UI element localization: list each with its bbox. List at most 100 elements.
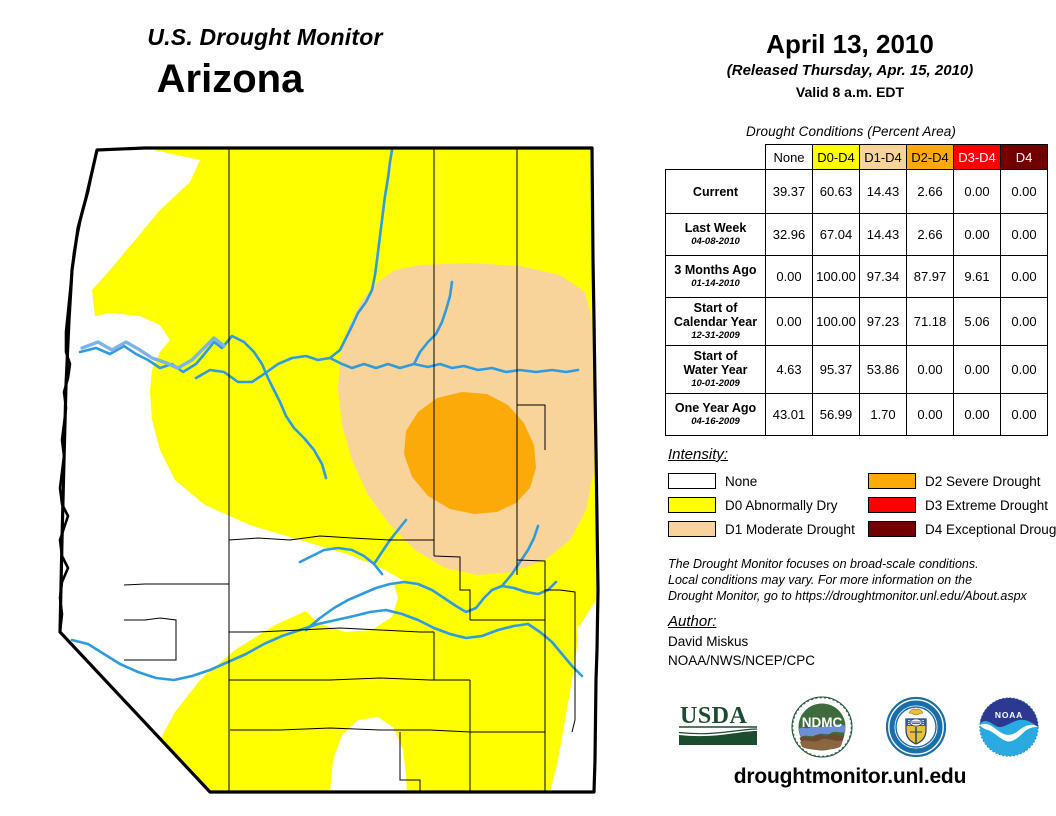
map-title-state: Arizona [156, 57, 304, 101]
map-title-program: U.S. Drought Monitor [147, 24, 383, 50]
map-county-boundaries [123, 148, 576, 792]
author-name: David Miskus [668, 634, 749, 649]
intensity-legend-title: Intensity: [668, 446, 729, 463]
table-cell-d0-d4: 60.63 [812, 169, 860, 214]
table-caption: Drought Conditions (Percent Area) [746, 124, 956, 139]
table-cell-d0-d4: 56.99 [812, 393, 860, 436]
legend-swatch-d2 [868, 473, 916, 489]
table-cell-d4: 0.00 [1000, 255, 1048, 298]
table-cell-d2-d4: 2.66 [906, 169, 954, 214]
legend-label-d1: D1 Moderate Drought [725, 521, 855, 537]
date-block: April 13, 2010 (Released Thursday, Apr. … [650, 28, 1050, 102]
county-line-lapaz-north [123, 583, 229, 586]
river-colorado-lakemead [80, 336, 226, 370]
commerce-logo [885, 696, 946, 758]
table-row: 3 Months Ago 01-14-2010 0.00 100.00 97.34 87.… [665, 255, 1048, 298]
table-row-label-line: One Year Ago [674, 401, 757, 415]
site-url[interactable]: droughtmonitor.unl.edu [733, 765, 967, 788]
table-row-label-line: Current [692, 184, 739, 199]
disclaimer-line-1: The Drought Monitor focuses on broad-sca… [668, 557, 979, 571]
intensity-legend: Intensity: None D2 Severe Drought D0 Abnor… [668, 446, 1056, 541]
table-row-label-line: Calendar Year [673, 315, 758, 329]
river-little-colorado-branch2 [412, 280, 454, 366]
table-cell-d2-d4: 87.97 [906, 255, 954, 298]
table-cell-d0-d4: 100.00 [812, 255, 860, 298]
release-date: (Released Thursday, Apr. 15, 2010) [726, 62, 974, 79]
table-cell-none: 43.01 [765, 393, 813, 436]
valid-time: Valid 8 a.m. EDT [795, 84, 905, 100]
table-row-label-line: Start of [693, 301, 738, 315]
table-row-label: Start of Water Year 10-01-2009 [665, 345, 766, 394]
table-row-label: One Year Ago 04-16-2009 [665, 393, 766, 436]
county-line-gila-navajo [433, 555, 471, 620]
river-salt [304, 580, 558, 632]
table-row-label: Start of Calendar Year 12-31-2009 [665, 297, 766, 346]
table-cell-d1-d4: 97.23 [859, 297, 907, 346]
table-cell-d0-d4: 67.04 [812, 213, 860, 256]
table-cell-none: 39.37 [765, 169, 813, 214]
river-colorado [78, 334, 328, 480]
table-cell-d1-d4: 97.34 [859, 255, 907, 298]
legend-item-d2[interactable]: D2 Severe Drought [868, 469, 1056, 493]
river-little-colorado-branch [328, 356, 580, 374]
county-line-graham-greenlee [545, 589, 576, 733]
table-row-date: 10-01-2009 [691, 378, 740, 389]
table-row-date: 04-16-2009 [691, 416, 740, 427]
column-header-d3-d4: D3-D4 [953, 144, 1001, 170]
river-verde [298, 546, 384, 576]
drought-hole-south-none [330, 717, 407, 792]
table-header: None D0-D4 D1-D4 D2-D4 D3-D4 D4 [666, 144, 1048, 170]
legend-item-d0[interactable]: D0 Abnormally Dry [668, 493, 868, 517]
map-drought-layers [60, 148, 598, 792]
table-cell-d0-d4: 95.37 [812, 345, 860, 394]
table-row-label: Last Week 04-08-2010 [665, 213, 766, 256]
legend-swatch-d3 [868, 497, 916, 513]
table-cell-d4: 0.00 [1000, 297, 1048, 346]
legend-item-d4[interactable]: D4 Exceptional Drought [868, 517, 1056, 541]
table-cell-d2-d4: 71.18 [906, 297, 954, 346]
usda-logo: USDA [678, 703, 757, 745]
table-row: Last Week 04-08-2010 32.96 67.04 14.43 2.66 0.… [665, 213, 1048, 256]
noaa-logo: NOAA [979, 697, 1040, 757]
table-cell-none: 0.00 [765, 255, 813, 298]
table-cell-d4: 0.00 [1000, 169, 1048, 214]
county-line-yavapai-maricopa [229, 627, 434, 633]
legend-swatch-d0 [668, 497, 716, 513]
author-label: Author: [668, 613, 717, 630]
legend-item-none[interactable]: None [668, 469, 868, 493]
legend-swatch-none [668, 473, 716, 489]
intensity-legend-grid: None D2 Severe Drought D0 Abnormally Dry D3… [668, 469, 1056, 541]
table-row-date: 01-14-2010 [691, 278, 740, 289]
table-cell-d3-d4: 0.00 [953, 169, 1001, 214]
river-little-colorado [194, 148, 394, 384]
table-cell-d0-d4: 100.00 [812, 297, 860, 346]
table-cell-d3-d4: 0.00 [953, 213, 1001, 256]
table-cell-none: 0.00 [765, 297, 813, 346]
legend-label-d0: D0 Abnormally Dry [725, 497, 838, 513]
legend-label-none: None [725, 473, 758, 489]
table-corner-cell [666, 145, 766, 170]
table-cell-none: 32.96 [765, 213, 813, 256]
table-cell-d4: 0.00 [1000, 393, 1048, 436]
legend-label-d3: D3 Extreme Drought [925, 497, 1049, 513]
table-row-label-line: Start of [693, 349, 738, 363]
noaa-logo-text: NOAA [995, 710, 1023, 720]
map-panel: U.S. Drought Monitor Arizona [0, 24, 650, 810]
table-header-row: None D0-D4 D1-D4 D2-D4 D3-D4 D4 [666, 144, 1048, 170]
county-line-pinal-pima [230, 727, 545, 733]
legend-label-d2: D2 Severe Drought [925, 473, 1041, 489]
legend-item-d3[interactable]: D3 Extreme Drought [868, 493, 1056, 517]
table-cell-d3-d4: 9.61 [953, 255, 1001, 298]
author-block: Author: David Miskus NOAA/NWS/NCEP/CPC [668, 612, 968, 670]
arizona-drought-map[interactable] [0, 120, 650, 810]
table-cell-d3-d4: 0.00 [953, 393, 1001, 436]
table-cell-d4: 0.00 [1000, 345, 1048, 394]
drought-hole-central-none [294, 557, 398, 632]
drought-area-d2 [404, 392, 536, 514]
drought-area-d0-south [160, 566, 578, 792]
info-panel: April 13, 2010 (Released Thursday, Apr. … [650, 0, 1056, 816]
legend-item-d1[interactable]: D1 Moderate Drought [668, 517, 868, 541]
table-cell-d1-d4: 14.43 [859, 213, 907, 256]
author-affiliation: NOAA/NWS/NCEP/CPC [668, 653, 816, 668]
table-cell-d1-d4: 1.70 [859, 393, 907, 436]
